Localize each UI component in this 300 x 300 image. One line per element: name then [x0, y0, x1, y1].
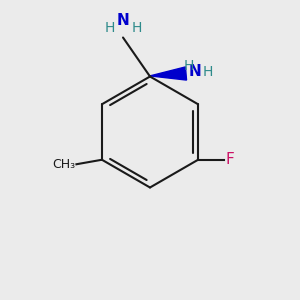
Text: H: H: [183, 59, 194, 73]
Text: H: H: [104, 22, 115, 35]
Text: H: H: [202, 65, 213, 79]
Polygon shape: [150, 67, 187, 80]
Text: N: N: [117, 14, 129, 28]
Text: CH₃: CH₃: [52, 158, 75, 171]
Text: N: N: [188, 64, 201, 80]
Text: F: F: [226, 152, 235, 167]
Text: H: H: [131, 22, 142, 35]
